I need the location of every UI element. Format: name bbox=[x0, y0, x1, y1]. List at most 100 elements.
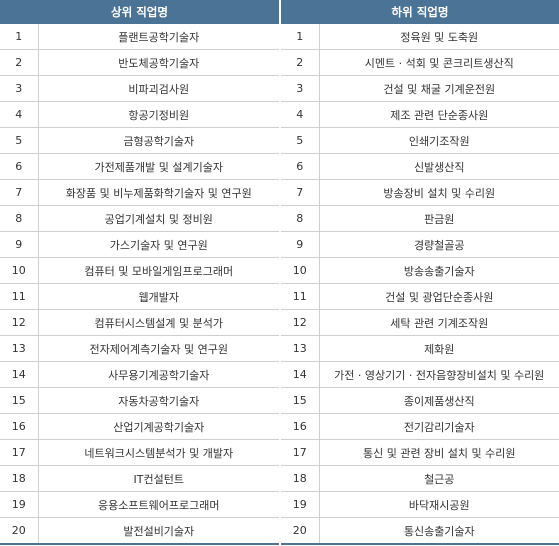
table-row: 13 전자제어계측기술자 및 연구원 13 제화원 bbox=[0, 335, 559, 362]
column-gap bbox=[279, 309, 281, 336]
upper-rank: 17 bbox=[0, 439, 38, 466]
table-body: 1 플랜트공학기술자 1 정육원 및 도축원 2 반도체공학기술자 2 시멘트 · 석회 및 … bbox=[0, 24, 559, 545]
lower-rank: 2 bbox=[281, 49, 319, 76]
upper-job-name: 플랜트공학기술자 bbox=[37, 24, 279, 50]
upper-rank: 7 bbox=[0, 179, 38, 206]
lower-rank: 4 bbox=[281, 101, 319, 128]
upper-job-name: 자동차공학기술자 bbox=[37, 387, 279, 414]
table-row: 9 가스기술자 및 연구원 9 경량철골공 bbox=[0, 231, 559, 258]
lower-job-name: 가전 · 영상기기 · 전자음향장비설치 및 수리원 bbox=[318, 361, 559, 388]
lower-job-name: 철근공 bbox=[318, 465, 559, 492]
upper-job-name: 컴퓨터시스템설계 및 분석가 bbox=[37, 309, 279, 336]
column-gap bbox=[279, 465, 281, 492]
lower-job-name: 건설 및 채굴 기계운전원 bbox=[318, 75, 559, 102]
upper-rank: 6 bbox=[0, 153, 38, 180]
lower-rank: 13 bbox=[281, 335, 319, 362]
upper-rank: 4 bbox=[0, 101, 38, 128]
lower-job-name: 전기감리기술자 bbox=[318, 413, 559, 440]
column-gap bbox=[279, 361, 281, 388]
table-row: 7 화장품 및 비누제품화학기술자 및 연구원 7 방송장비 설치 및 수리원 bbox=[0, 179, 559, 206]
upper-job-name: 발전설비기술자 bbox=[37, 517, 279, 545]
column-gap bbox=[279, 491, 281, 518]
column-gap bbox=[279, 153, 281, 180]
upper-job-name: 산업기계공학기술자 bbox=[37, 413, 279, 440]
column-gap bbox=[279, 101, 281, 128]
column-gap bbox=[279, 0, 281, 24]
column-gap bbox=[279, 413, 281, 440]
lower-job-name: 통신 및 관련 장비 설치 및 수리원 bbox=[318, 439, 559, 466]
upper-job-name: 공업기계설치 및 정비원 bbox=[37, 205, 279, 232]
lower-rank: 11 bbox=[281, 283, 319, 310]
upper-job-name: 웹개발자 bbox=[37, 283, 279, 310]
table-header-row: 상위 직업명 하위 직업명 bbox=[0, 0, 559, 24]
lower-rank: 15 bbox=[281, 387, 319, 414]
upper-job-name: 화장품 및 비누제품화학기술자 및 연구원 bbox=[37, 179, 279, 206]
table-row: 2 반도체공학기술자 2 시멘트 · 석회 및 콘크리트생산직 bbox=[0, 49, 559, 76]
upper-rank: 16 bbox=[0, 413, 38, 440]
upper-rank: 1 bbox=[0, 24, 38, 50]
upper-job-name: 사무용기계공학기술자 bbox=[37, 361, 279, 388]
upper-job-name: 반도체공학기술자 bbox=[37, 49, 279, 76]
lower-rank: 18 bbox=[281, 465, 319, 492]
column-gap bbox=[279, 335, 281, 362]
lower-rank: 3 bbox=[281, 75, 319, 102]
lower-rank: 19 bbox=[281, 491, 319, 518]
upper-rank: 11 bbox=[0, 283, 38, 310]
upper-job-name: 응용소프트웨어프로그래머 bbox=[37, 491, 279, 518]
lower-job-name: 방송장비 설치 및 수리원 bbox=[318, 179, 559, 206]
upper-rank: 13 bbox=[0, 335, 38, 362]
table-row: 10 컴퓨터 및 모바일게임프로그래머 10 방송송출기술자 bbox=[0, 257, 559, 284]
column-gap bbox=[279, 387, 281, 414]
column-gap bbox=[279, 231, 281, 258]
lower-job-name: 정육원 및 도축원 bbox=[318, 24, 559, 50]
upper-rank: 5 bbox=[0, 127, 38, 154]
table-row: 16 산업기계공학기술자 16 전기감리기술자 bbox=[0, 413, 559, 440]
column-gap bbox=[279, 517, 281, 544]
upper-job-name: 가스기술자 및 연구원 bbox=[37, 231, 279, 258]
lower-rank: 8 bbox=[281, 205, 319, 232]
table-row: 4 항공기정비원 4 제조 관련 단순종사원 bbox=[0, 101, 559, 128]
lower-rank: 12 bbox=[281, 309, 319, 336]
lower-job-name: 세탁 관련 기계조작원 bbox=[318, 309, 559, 336]
upper-job-name: 전자제어계측기술자 및 연구원 bbox=[37, 335, 279, 362]
upper-rank: 8 bbox=[0, 205, 38, 232]
column-gap bbox=[279, 127, 281, 154]
lower-job-name: 인쇄기조작원 bbox=[318, 127, 559, 154]
lower-job-name: 시멘트 · 석회 및 콘크리트생산직 bbox=[318, 49, 559, 76]
table-row: 3 비파괴검사원 3 건설 및 채굴 기계운전원 bbox=[0, 75, 559, 102]
upper-rank: 15 bbox=[0, 387, 38, 414]
lower-job-name: 건설 및 광업단순종사원 bbox=[318, 283, 559, 310]
table-row: 14 사무용기계공학기술자 14 가전 · 영상기기 · 전자음향장비설치 및 수리원 bbox=[0, 361, 559, 388]
upper-rank: 3 bbox=[0, 75, 38, 102]
upper-rank: 14 bbox=[0, 361, 38, 388]
lower-rank: 16 bbox=[281, 413, 319, 440]
column-gap bbox=[279, 205, 281, 232]
lower-job-name: 신발생산직 bbox=[318, 153, 559, 180]
table-row: 17 네트워크시스템분석가 및 개발자 17 통신 및 관련 장비 설치 및 수리원 bbox=[0, 439, 559, 466]
column-gap bbox=[279, 257, 281, 284]
lower-rank: 6 bbox=[281, 153, 319, 180]
table-row: 19 응용소프트웨어프로그래머 19 바닥재시공원 bbox=[0, 491, 559, 518]
upper-rank: 2 bbox=[0, 49, 38, 76]
upper-rank: 20 bbox=[0, 517, 38, 545]
lower-rank: 7 bbox=[281, 179, 319, 206]
upper-rank: 10 bbox=[0, 257, 38, 284]
upper-job-name: 금형공학기술자 bbox=[37, 127, 279, 154]
lower-rank: 10 bbox=[281, 257, 319, 284]
table-row: 5 금형공학기술자 5 인쇄기조작원 bbox=[0, 127, 559, 154]
lower-rank: 9 bbox=[281, 231, 319, 258]
lower-rank: 1 bbox=[281, 24, 319, 50]
lower-job-name: 판금원 bbox=[318, 205, 559, 232]
table-row: 11 웹개발자 11 건설 및 광업단순종사원 bbox=[0, 283, 559, 310]
table-row: 15 자동차공학기술자 15 종이제품생산직 bbox=[0, 387, 559, 414]
upper-rank: 9 bbox=[0, 231, 38, 258]
table-row: 12 컴퓨터시스템설계 및 분석가 12 세탁 관련 기계조작원 bbox=[0, 309, 559, 336]
upper-job-name: 네트워크시스템분석가 및 개발자 bbox=[37, 439, 279, 466]
column-gap bbox=[279, 283, 281, 310]
upper-job-name: 컴퓨터 및 모바일게임프로그래머 bbox=[37, 257, 279, 284]
table-row: 18 IT컨설턴트 18 철근공 bbox=[0, 465, 559, 492]
lower-job-name: 제조 관련 단순종사원 bbox=[318, 101, 559, 128]
lower-rank: 5 bbox=[281, 127, 319, 154]
column-gap bbox=[279, 24, 281, 50]
